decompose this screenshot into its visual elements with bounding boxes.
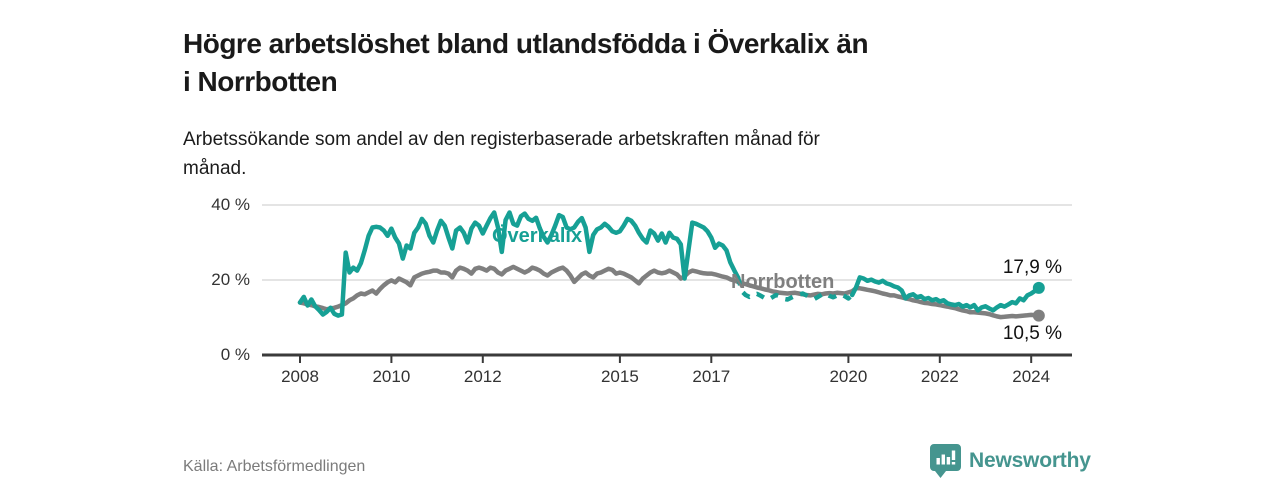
newsworthy-logo-text: Newsworthy: [969, 449, 1091, 472]
x-axis: [262, 353, 1072, 363]
overkalix-line-solid-late: [849, 275, 1042, 313]
x-tick-label: 2010: [372, 367, 411, 386]
overkalix-series-label: Överkalix: [492, 225, 583, 247]
subtitle-line-2: månad.: [183, 158, 247, 179]
title-line-2: i Norrbotten: [183, 65, 338, 97]
x-tick-label: 2022: [920, 367, 959, 386]
x-tick-label: 2012: [463, 367, 502, 386]
chart-subtitle: Arbetssökande som andel av den registerb…: [183, 125, 1043, 183]
title-line-1: Högre arbetslöshet bland utlandsfödda i …: [183, 27, 869, 59]
subtitle-line-1: Arbetssökande som andel av den registerb…: [183, 129, 820, 150]
overkalix-line-dashed: [735, 276, 854, 302]
x-tick-label: 2015: [600, 367, 639, 386]
norrbotten-line: [297, 264, 1042, 320]
x-tick-label: 2024: [1012, 367, 1051, 386]
x-tick-label: 2008: [281, 367, 319, 386]
newsworthy-logo: Newsworthy: [930, 444, 1091, 478]
x-tick-label: 2017: [692, 367, 731, 386]
x-tick-label: 2020: [829, 367, 868, 386]
overkalix-end-dot: [1032, 281, 1045, 294]
y-tick-label: 40 %: [211, 195, 250, 214]
norrbotten-series-label: Norrbotten: [731, 271, 835, 293]
newsworthy-logo-icon: [930, 444, 961, 478]
overkalix-end-value: 17,9 %: [1002, 256, 1062, 278]
source-note: Källa: Arbetsförmedlingen: [183, 458, 366, 475]
page-title: Högre arbetslöshet bland utlandsfödda i …: [183, 25, 1123, 101]
overkalix-line-solid-early: [297, 210, 741, 318]
norrbotten-end-value: 10,5 %: [1002, 322, 1062, 344]
y-tick-label: 20 %: [211, 270, 250, 289]
y-tick-label: 0 %: [220, 345, 250, 364]
norrbotten-end-dot: [1032, 309, 1045, 322]
